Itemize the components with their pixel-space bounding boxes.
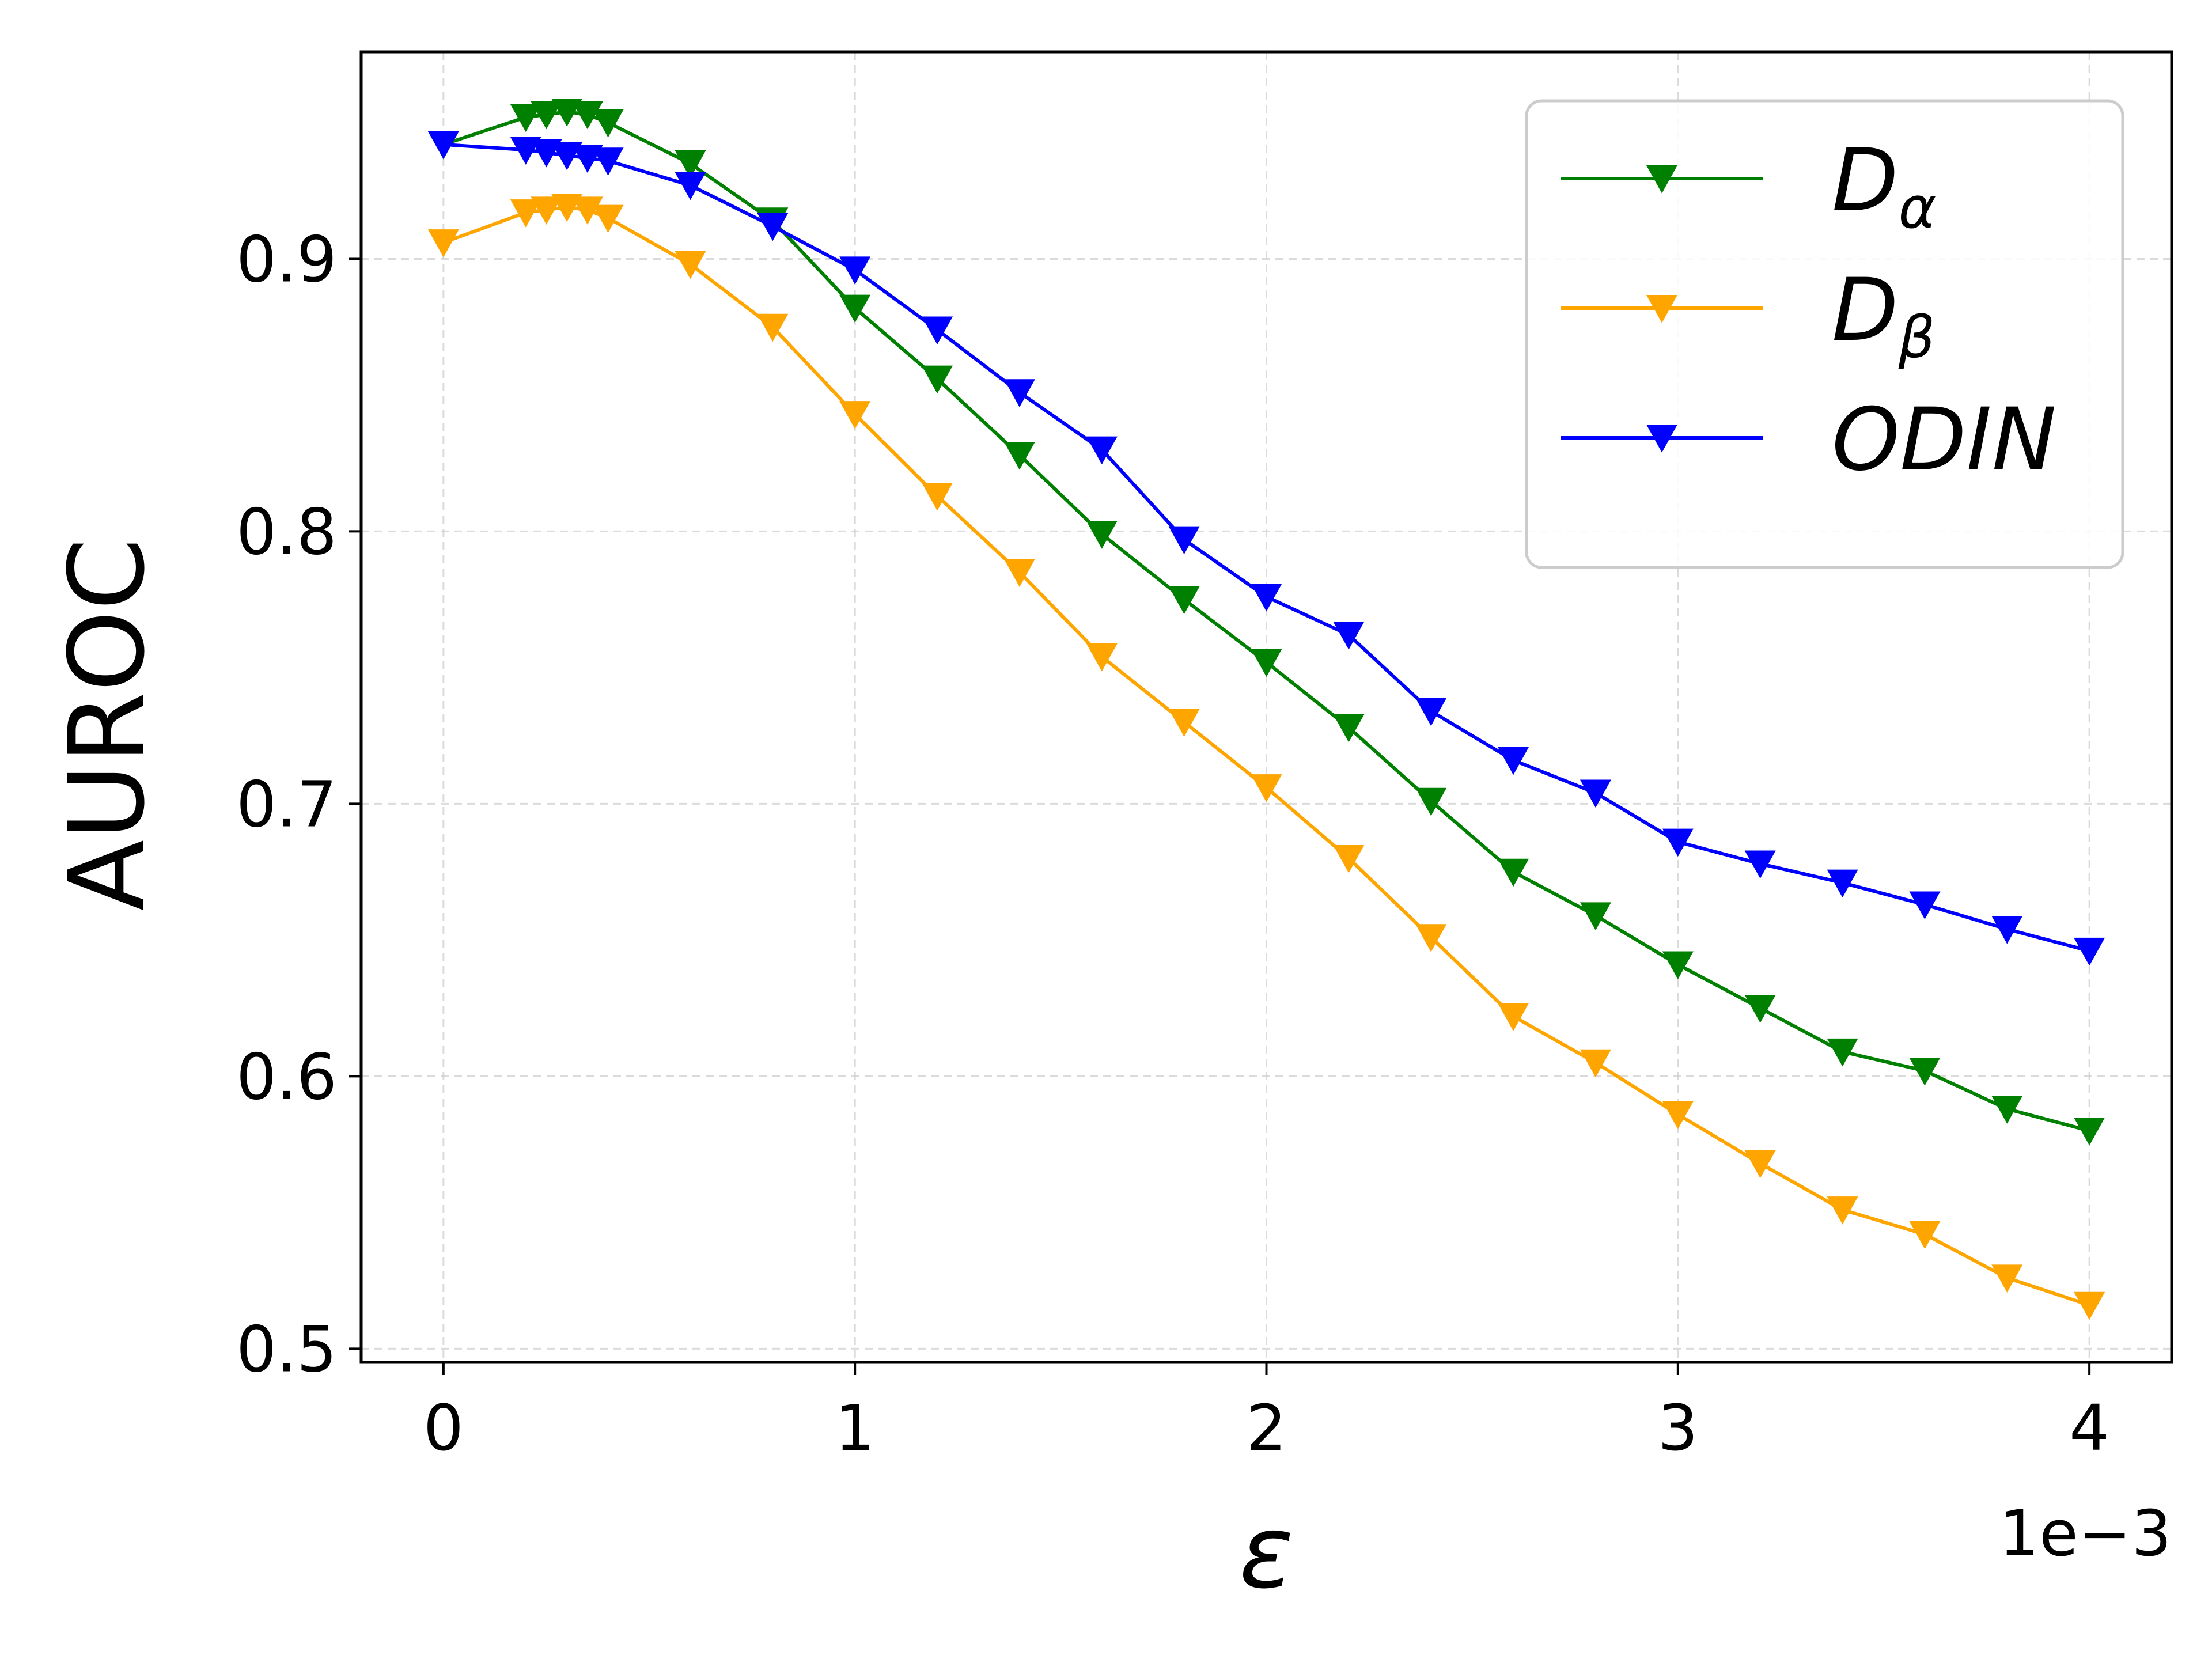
series-layer xyxy=(427,99,2105,1320)
data-point xyxy=(1991,1096,2023,1124)
data-point xyxy=(1168,526,1200,555)
y-tick-label: 0.9 xyxy=(236,222,337,296)
data-point xyxy=(922,316,953,345)
data-point xyxy=(592,109,624,138)
data-point xyxy=(1580,902,1611,930)
data-point xyxy=(839,401,871,429)
data-point xyxy=(1662,951,1694,980)
data-point xyxy=(1415,924,1447,952)
data-point xyxy=(1827,1038,1858,1067)
data-point xyxy=(1744,1150,1776,1179)
data-point xyxy=(1909,891,1941,920)
x-tick-label: 0 xyxy=(423,1391,464,1465)
x-tick-label: 2 xyxy=(1247,1391,1287,1465)
x-axis-label: ε xyxy=(1239,1494,1294,1611)
data-point xyxy=(1909,1221,1941,1249)
y-axis-label: AUROC xyxy=(47,538,168,911)
data-point xyxy=(510,104,541,132)
data-point xyxy=(1744,995,1776,1023)
y-tick-label: 0.6 xyxy=(236,1040,337,1113)
data-point xyxy=(531,196,562,225)
data-point xyxy=(1415,698,1447,726)
data-point xyxy=(1003,442,1035,470)
data-point xyxy=(839,294,871,323)
data-point xyxy=(757,313,789,342)
data-point xyxy=(1086,643,1118,672)
data-point xyxy=(1251,583,1282,612)
legend-label: Dα xyxy=(1832,131,1936,241)
data-point xyxy=(1003,559,1035,588)
axis-ticks: 0 1 2 3 4 0.5 0.6 0.7 0.8 0.9 xyxy=(236,222,2109,1465)
legend-label: Dβ xyxy=(1832,260,1935,371)
x-tick-label: 4 xyxy=(2069,1391,2109,1465)
data-point xyxy=(1333,714,1365,743)
data-point xyxy=(675,150,706,179)
data-point xyxy=(592,147,624,176)
data-point xyxy=(1415,787,1447,816)
data-point xyxy=(1498,747,1529,775)
legend-label: ODIN xyxy=(1832,390,2056,490)
data-point xyxy=(427,131,459,160)
data-point xyxy=(1662,1101,1694,1130)
data-point xyxy=(922,482,953,511)
data-point xyxy=(1168,709,1200,737)
y-tick-label: 0.8 xyxy=(236,495,337,569)
legend-item: ODIN xyxy=(1561,390,2056,490)
legend-item: Dα xyxy=(1561,131,1936,241)
data-point xyxy=(1333,845,1365,873)
legend: Dα Dβ ODIN xyxy=(1525,99,2124,569)
data-point xyxy=(675,251,706,279)
data-point xyxy=(1827,869,1858,898)
data-point xyxy=(1168,586,1200,615)
data-point xyxy=(1498,858,1529,887)
data-point xyxy=(1580,1049,1611,1078)
data-point xyxy=(839,256,871,285)
data-point xyxy=(1086,521,1118,549)
data-point xyxy=(1003,379,1035,407)
x-tick-label: 3 xyxy=(1658,1391,1698,1465)
x-offset-label: 1e−3 xyxy=(1999,1497,2172,1570)
series-2 xyxy=(427,194,2105,1320)
legend-box xyxy=(1525,99,2124,569)
series-3 xyxy=(427,131,2105,966)
data-point xyxy=(1991,916,2023,944)
data-point xyxy=(1251,649,1282,677)
data-point xyxy=(1086,436,1118,465)
data-point xyxy=(592,204,624,233)
data-point xyxy=(757,213,789,241)
data-point xyxy=(2074,937,2105,966)
data-point xyxy=(510,199,541,228)
data-point xyxy=(2074,1291,2105,1320)
legend-item: Dβ xyxy=(1561,260,1935,371)
data-point xyxy=(1333,622,1365,650)
x-tick-label: 1 xyxy=(835,1391,875,1465)
data-point xyxy=(922,365,953,394)
y-tick-label: 0.5 xyxy=(236,1312,337,1386)
legend-marker xyxy=(1646,295,1677,323)
data-point xyxy=(1580,779,1611,808)
data-point xyxy=(571,101,603,130)
data-point xyxy=(1991,1264,2023,1293)
y-tick-label: 0.7 xyxy=(236,767,337,841)
data-point xyxy=(427,229,459,257)
data-point xyxy=(675,172,706,200)
legend-marker xyxy=(1646,425,1677,453)
data-point xyxy=(531,101,562,130)
legend-marker xyxy=(1646,165,1677,194)
data-point xyxy=(2074,1118,2105,1146)
data-point xyxy=(1909,1057,1941,1086)
data-point xyxy=(1662,828,1694,857)
data-point xyxy=(1744,850,1776,879)
data-point xyxy=(1498,1003,1529,1031)
data-point xyxy=(1251,774,1282,802)
data-point xyxy=(1827,1196,1858,1225)
data-point xyxy=(571,196,603,225)
